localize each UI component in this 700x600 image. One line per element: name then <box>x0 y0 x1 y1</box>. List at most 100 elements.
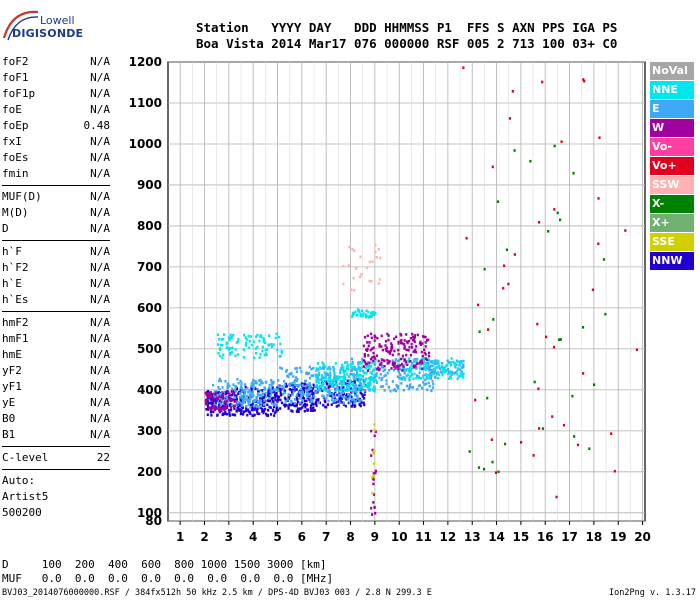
data-point-nne <box>328 371 331 374</box>
data-point-e <box>396 375 399 378</box>
data-point-e <box>429 377 432 380</box>
data-point-e <box>349 372 352 376</box>
data-point-nnw <box>303 386 306 390</box>
x-tick-label: 16 <box>537 530 554 544</box>
param-name: hmE <box>2 348 22 361</box>
data-point-w <box>413 334 417 337</box>
data-point-nnw <box>270 397 273 400</box>
data-point-w <box>368 341 371 344</box>
data-point-e <box>396 385 399 388</box>
data-point-e <box>425 382 428 386</box>
param-divider <box>2 311 110 312</box>
data-point-w <box>233 392 236 396</box>
data-point-w <box>377 359 380 363</box>
param-row: h`F N/A <box>2 244 110 260</box>
data-point-w <box>391 361 394 365</box>
data-point-w <box>409 353 413 357</box>
data-point-e <box>269 393 272 397</box>
data-point-w <box>395 335 398 339</box>
auto-label: Auto: <box>2 474 36 487</box>
data-point-nne <box>412 377 415 381</box>
data-point-vo <box>583 79 586 83</box>
data-point-w <box>419 340 422 344</box>
data-point-x <box>593 383 596 386</box>
data-point-nnw <box>245 409 248 413</box>
y-tick-label: 500 <box>137 342 162 356</box>
data-point-w <box>372 359 375 363</box>
data-point-nnw <box>256 412 259 415</box>
data-point-nne <box>256 345 259 349</box>
data-point-x <box>492 318 495 321</box>
data-point-w <box>385 349 388 353</box>
data-point-nnw <box>317 398 320 401</box>
data-point-e <box>275 404 279 407</box>
data-point-vo <box>597 242 600 246</box>
param-value: N/A <box>90 380 110 393</box>
data-point-e <box>351 360 354 364</box>
data-point-nnw <box>259 406 262 410</box>
legend-item-w: W <box>650 119 694 137</box>
data-point-e <box>429 373 433 377</box>
data-point-e <box>287 375 290 379</box>
data-point-nne <box>437 371 440 374</box>
data-point-w <box>386 362 389 365</box>
data-point-e <box>277 384 280 388</box>
data-point-e <box>220 398 223 401</box>
data-point-w <box>371 356 374 359</box>
data-point-nne <box>344 361 347 364</box>
y-tick-label: 800 <box>137 219 162 233</box>
data-point-e <box>462 365 465 369</box>
data-point-nnw <box>228 414 231 417</box>
data-point-w <box>369 348 372 352</box>
data-point-nne <box>270 343 273 346</box>
data-point-nne <box>342 377 345 381</box>
data-point-e <box>261 381 264 385</box>
data-point-nnw <box>228 411 231 415</box>
data-point-w <box>222 392 225 396</box>
data-point-nnw <box>262 409 265 413</box>
data-point-nnw <box>261 407 264 411</box>
data-point-w <box>372 478 375 481</box>
data-point-w <box>403 343 406 346</box>
data-point-w <box>362 365 365 368</box>
data-point-nnw <box>277 398 280 401</box>
data-point-w <box>427 338 430 342</box>
data-point-w <box>384 339 388 343</box>
data-point-w <box>227 397 231 400</box>
data-point-nne <box>444 365 447 368</box>
param-row: foF2 N/A <box>2 54 110 70</box>
data-point-nnw <box>330 394 333 398</box>
data-point-nne <box>245 338 248 341</box>
data-point-e <box>302 393 305 396</box>
data-point-w <box>374 512 377 515</box>
data-point-e <box>305 372 308 375</box>
data-point-e <box>354 377 357 380</box>
data-point-x <box>573 435 576 438</box>
data-point-e <box>397 359 401 362</box>
data-point-nnw <box>240 409 243 412</box>
data-point-x <box>505 248 508 252</box>
data-point-nnw <box>266 414 269 417</box>
data-point-w <box>366 347 369 351</box>
data-point-nnw <box>237 405 240 409</box>
data-point-nnw <box>353 405 356 408</box>
data-point-nne <box>358 380 362 383</box>
data-point-nne <box>351 362 354 365</box>
data-point-e <box>295 376 298 379</box>
data-point-nnw <box>250 408 254 412</box>
data-point-w <box>209 408 213 411</box>
data-point-e <box>386 371 389 375</box>
data-point-nne <box>262 338 266 342</box>
data-point-w <box>209 392 213 395</box>
data-point-w <box>397 342 400 345</box>
data-point-e <box>277 379 280 382</box>
data-point-e <box>363 389 366 393</box>
data-point-e <box>238 396 241 399</box>
data-point-nnw <box>227 409 231 412</box>
legend-item-vo-plus: Vo+ <box>650 157 694 175</box>
data-point-w <box>391 353 394 357</box>
data-point-e <box>291 386 295 389</box>
data-point-w <box>211 407 214 410</box>
data-point-nne <box>408 376 411 380</box>
data-point-e <box>283 391 286 395</box>
